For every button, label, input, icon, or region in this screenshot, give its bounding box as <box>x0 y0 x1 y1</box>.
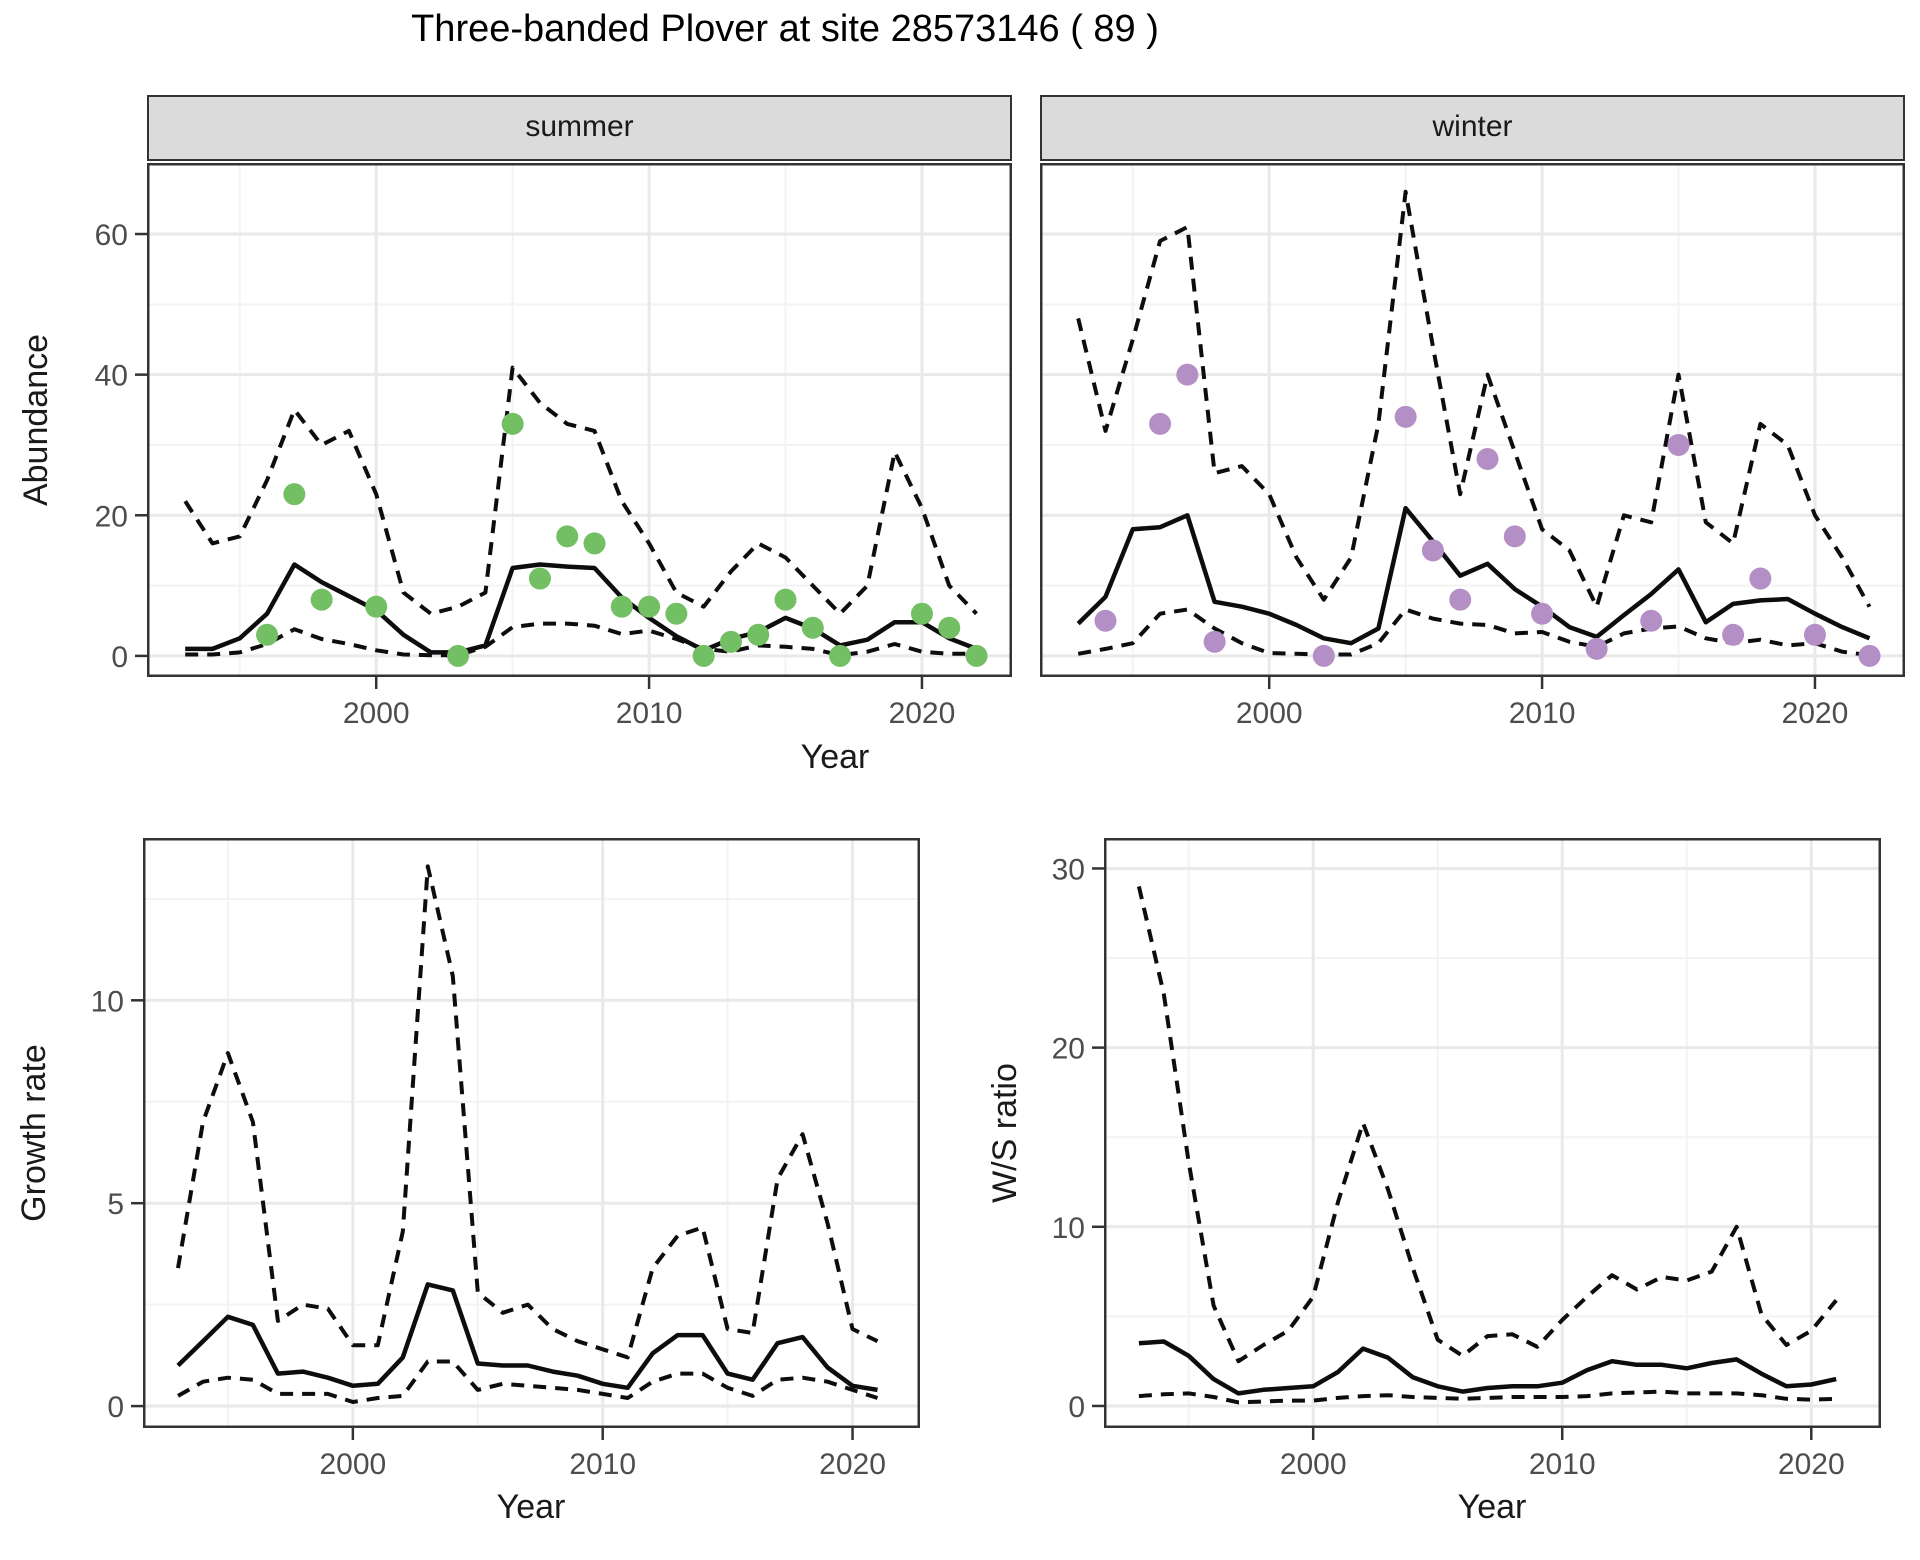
svg-text:5: 5 <box>107 1188 124 1221</box>
svg-text:40: 40 <box>95 360 128 393</box>
growth-rate-chart: 2000 2010 2020 0 5 10 <box>91 838 920 1481</box>
svg-text:2020: 2020 <box>1782 697 1849 730</box>
svg-text:0: 0 <box>111 641 128 674</box>
facet-strip-summer: summer <box>147 95 1012 161</box>
svg-text:10: 10 <box>1052 1212 1085 1245</box>
svg-text:2010: 2010 <box>616 697 683 730</box>
ws-ratio-chart: 2000 2010 2020 0 10 20 30 <box>1052 838 1881 1481</box>
summer-abundance-chart: 2000 2010 2020 0 20 40 60 <box>95 163 1012 730</box>
growth-rate-axis-title: Growth rate <box>15 1044 53 1222</box>
facet-strip-winter: winter <box>1040 95 1905 161</box>
svg-text:2020: 2020 <box>819 1448 886 1481</box>
facet-strip-winter-label: winter <box>1432 110 1513 143</box>
svg-text:2000: 2000 <box>1280 1448 1347 1481</box>
ws-year-axis-title: Year <box>1457 1488 1527 1526</box>
svg-text:0: 0 <box>1068 1391 1085 1424</box>
svg-text:60: 60 <box>95 219 128 252</box>
growth-year-axis-title: Year <box>496 1488 566 1526</box>
svg-text:0: 0 <box>107 1391 124 1424</box>
svg-text:2000: 2000 <box>319 1448 386 1481</box>
svg-text:2010: 2010 <box>569 1448 636 1481</box>
svg-text:2000: 2000 <box>1236 697 1303 730</box>
svg-text:2000: 2000 <box>343 697 410 730</box>
ws-ratio-axis-title: W/S ratio <box>986 1063 1024 1203</box>
svg-text:10: 10 <box>91 985 124 1018</box>
top-year-axis-title: Year <box>800 738 870 776</box>
winter-abundance-chart: 2000 2010 2020 <box>1040 163 1905 730</box>
svg-text:2010: 2010 <box>1529 1448 1596 1481</box>
plot-title: Three-banded Plover at site 28573146 ( 8… <box>411 8 1159 50</box>
abundance-axis-title: Abundance <box>17 333 55 507</box>
svg-text:2020: 2020 <box>889 697 956 730</box>
facet-strip-summer-label: summer <box>525 110 634 143</box>
svg-text:20: 20 <box>1052 1033 1085 1066</box>
svg-text:20: 20 <box>95 500 128 533</box>
svg-text:30: 30 <box>1052 853 1085 886</box>
svg-text:2010: 2010 <box>1509 697 1576 730</box>
svg-text:2020: 2020 <box>1778 1448 1845 1481</box>
